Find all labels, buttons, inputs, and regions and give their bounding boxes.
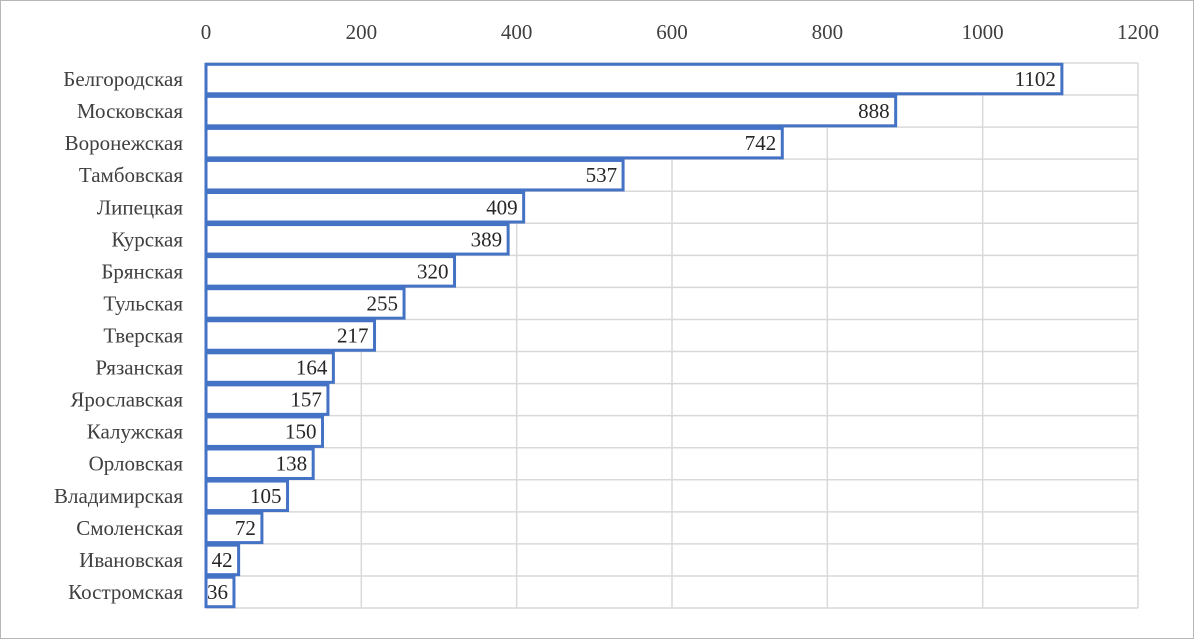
bar-10 [204, 351, 335, 384]
data-label: 105 [250, 484, 282, 508]
category-label: Ивановская [79, 548, 183, 572]
category-label: Владимирская [54, 484, 183, 508]
category-label: Белгородская [63, 67, 183, 91]
data-label: 36 [207, 580, 228, 604]
category-label: Курская [111, 227, 183, 251]
category-label: Воронежская [65, 131, 184, 155]
category-label: Тульская [103, 291, 183, 315]
data-label: 217 [337, 324, 369, 348]
bar-12 [204, 415, 324, 448]
data-label: 389 [471, 227, 503, 251]
bar-16 [204, 543, 241, 577]
x-tick-label: 1200 [1117, 20, 1159, 44]
bar-7 [204, 255, 457, 288]
category-label: Костромская [68, 580, 183, 604]
x-axis-ticks: 0 200 400 600 800 1000 1200 [201, 20, 1159, 44]
bar-5 [204, 191, 526, 224]
bar-14 [204, 479, 290, 513]
data-label: 255 [367, 291, 399, 315]
data-label: 320 [417, 259, 449, 283]
category-label: Тамбовская [79, 163, 183, 187]
data-label: 42 [212, 548, 233, 572]
bar-1 [204, 62, 1064, 96]
data-label: 888 [858, 99, 890, 123]
x-tick-label: 600 [656, 20, 688, 44]
data-label: 157 [290, 388, 322, 412]
category-label: Рязанская [95, 356, 183, 380]
category-label: Калужская [87, 420, 184, 444]
bar-9 [204, 319, 377, 352]
bar-4 [204, 158, 625, 192]
bar-13 [204, 447, 315, 480]
category-label: Тверская [103, 324, 183, 348]
data-label: 150 [285, 420, 317, 444]
data-label: 164 [296, 356, 328, 380]
x-tick-label: 1000 [962, 20, 1004, 44]
bar-3 [204, 126, 784, 160]
category-labels: Белгородская Московская Воронежская Тамбовс… [54, 67, 183, 604]
bar-2 [204, 94, 898, 128]
data-label: 742 [745, 131, 777, 155]
category-label: Московская [77, 99, 183, 123]
data-label: 537 [586, 163, 618, 187]
x-tick-label: 400 [501, 20, 533, 44]
bar-6 [204, 223, 510, 256]
bar-17 [204, 575, 236, 609]
data-label: 138 [276, 452, 308, 476]
data-label: 409 [486, 195, 518, 219]
category-label: Брянская [101, 259, 183, 283]
bar-15 [204, 511, 264, 545]
category-label: Орловская [89, 452, 184, 476]
x-tick-label: 0 [201, 20, 212, 44]
bar-8 [204, 287, 406, 320]
data-label: 1102 [1015, 67, 1056, 91]
category-label: Смоленская [76, 516, 183, 540]
data-labels: 1102 888 742 537 409 389 320 255 217 164 157 150 138… [207, 67, 1056, 604]
bar-11 [204, 383, 330, 416]
x-tick-label: 800 [812, 20, 844, 44]
bars [204, 62, 1064, 609]
category-label: Ярославская [70, 388, 183, 412]
category-label: Липецкая [97, 195, 183, 219]
x-tick-label: 200 [346, 20, 378, 44]
data-label: 72 [235, 516, 256, 540]
